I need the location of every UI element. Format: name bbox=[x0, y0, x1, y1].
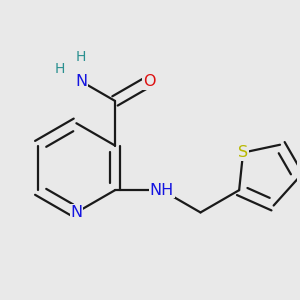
Text: N: N bbox=[70, 205, 82, 220]
Text: S: S bbox=[238, 145, 248, 160]
Text: NH: NH bbox=[150, 183, 174, 198]
Text: N: N bbox=[75, 74, 87, 89]
Text: H: H bbox=[76, 50, 86, 64]
Text: O: O bbox=[143, 74, 155, 89]
Text: H: H bbox=[55, 62, 65, 76]
